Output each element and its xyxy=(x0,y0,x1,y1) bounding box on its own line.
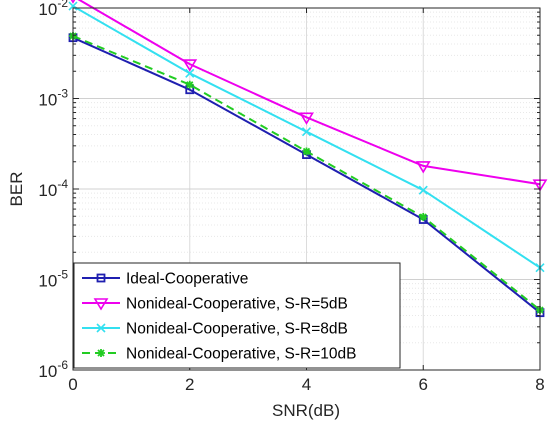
marker-x xyxy=(68,1,78,11)
marker-x xyxy=(185,68,195,78)
y-tick-label: 10-4 xyxy=(38,177,68,200)
marker-x xyxy=(96,323,106,333)
data-point-3 xyxy=(68,1,78,11)
data-point-2 xyxy=(70,0,76,4)
legend-label: Nonideal-Cooperative, S-R=5dB xyxy=(126,296,348,313)
marker-triangle xyxy=(415,161,431,174)
legend: Ideal-Cooperative Nonideal-Cooperative, S… xyxy=(73,262,401,369)
series-line-2 xyxy=(77,0,541,186)
marker-asterisk xyxy=(185,80,194,89)
marker-asterisk xyxy=(302,147,311,156)
marker-triangle xyxy=(70,0,76,4)
x-tick-label: 4 xyxy=(302,375,311,394)
x-tick-label: 8 xyxy=(535,375,544,394)
legend-marker xyxy=(97,349,105,357)
data-point-3 xyxy=(418,185,428,195)
y-tick-label: 10-5 xyxy=(38,268,68,291)
legend-label: Nonideal-Cooperative, S-R=10dB xyxy=(126,346,356,363)
data-point-2 xyxy=(415,161,431,174)
data-point-4 xyxy=(419,213,428,222)
data-series xyxy=(68,0,548,318)
marker-triangle xyxy=(299,112,314,125)
data-point-2 xyxy=(182,59,198,72)
axis-ticks: 0 2 4 6 8 10-6 10-5 10-4 10-3 10-2 xyxy=(38,0,544,394)
y-tick-label: 10-2 xyxy=(38,0,68,19)
marker-asterisk xyxy=(97,349,105,357)
x-axis-label: SNR(dB) xyxy=(272,401,340,420)
marker-triangle xyxy=(93,298,109,311)
y-tick-label: 10-3 xyxy=(38,87,68,110)
data-point-3 xyxy=(185,68,195,78)
y-axis-label: BER xyxy=(7,172,26,207)
data-point-3 xyxy=(301,127,312,137)
legend-box xyxy=(73,262,401,369)
data-point-4 xyxy=(302,147,311,156)
marker-x xyxy=(301,127,312,137)
x-tick-label: 6 xyxy=(419,375,428,394)
legend-label: Nonideal-Cooperative, S-R=8dB xyxy=(126,321,348,338)
data-point-4 xyxy=(185,80,194,89)
x-tick-label: 2 xyxy=(185,375,194,394)
marker-asterisk xyxy=(419,213,428,222)
marker-triangle xyxy=(182,59,198,72)
x-tick-label: 0 xyxy=(68,375,77,394)
y-tick-label: 10-6 xyxy=(38,358,68,381)
legend-marker xyxy=(93,298,109,311)
legend-marker xyxy=(96,273,106,283)
data-point-2 xyxy=(299,112,314,125)
marker-x xyxy=(418,185,428,195)
legend-label: Ideal-Cooperative xyxy=(126,271,248,288)
legend-marker xyxy=(96,323,106,333)
marker-square xyxy=(96,273,106,283)
